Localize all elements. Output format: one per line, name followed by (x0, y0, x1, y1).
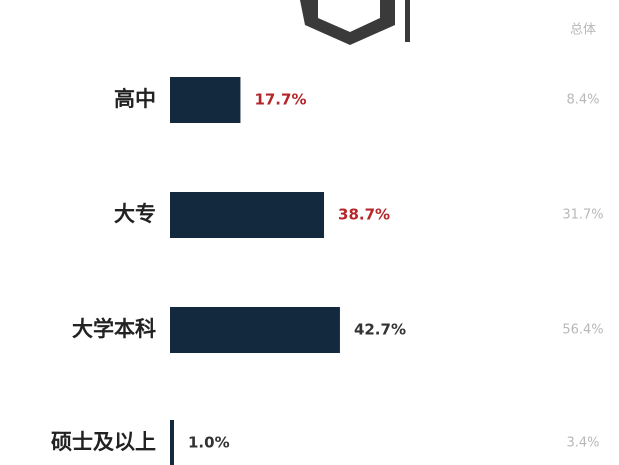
bar (170, 420, 174, 465)
overall-value: 3.4% (566, 436, 599, 451)
bar (170, 192, 325, 238)
value-label: 42.7% (354, 321, 406, 339)
category-label: 大专 (114, 202, 156, 226)
overall-header: 总体 (570, 23, 596, 38)
category-label: 大学本科 (72, 317, 156, 341)
graduation-icon (300, 0, 410, 45)
bar (170, 77, 241, 123)
overall-value: 8.4% (566, 93, 599, 108)
overall-value: 56.4% (562, 323, 603, 338)
category-label: 高中 (114, 87, 156, 111)
value-label: 17.7% (254, 91, 306, 109)
value-label: 38.7% (338, 206, 390, 224)
bar (170, 307, 340, 353)
category-label: 硕士及以上 (51, 430, 156, 454)
value-label: 1.0% (188, 434, 230, 452)
overall-value: 31.7% (562, 208, 603, 223)
